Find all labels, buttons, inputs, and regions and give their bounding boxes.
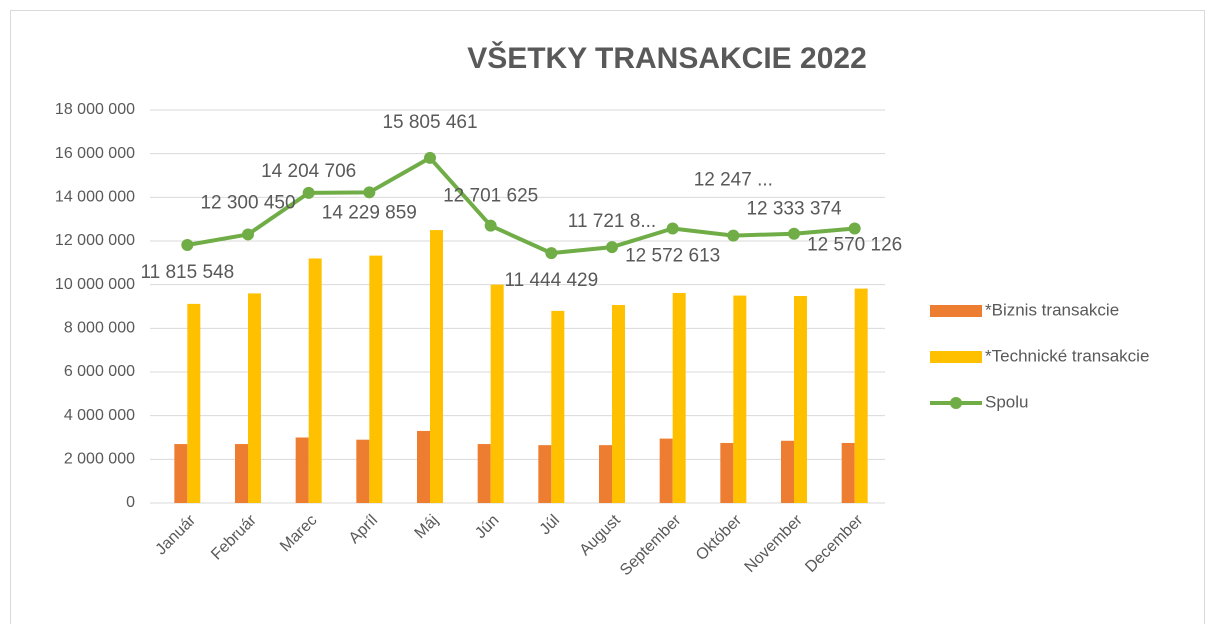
bar (235, 444, 248, 503)
bar (356, 439, 370, 503)
line-point (545, 247, 558, 260)
bar (538, 445, 552, 503)
data-label: 14 229 859 (322, 202, 417, 223)
y-tick-label: 12 000 000 (55, 232, 135, 249)
data-label: 12 572 613 (625, 246, 720, 267)
data-label: 11 444 429 (504, 270, 598, 291)
legend-swatch (950, 397, 962, 409)
line-point (848, 222, 861, 235)
y-tick-label: 6 000 000 (64, 363, 135, 380)
bar (369, 255, 383, 503)
line-point (484, 219, 497, 232)
line-point (666, 222, 679, 235)
bar (612, 304, 625, 503)
bar (187, 303, 201, 503)
y-tick-label: 10 000 000 (55, 276, 135, 293)
bar (308, 258, 322, 503)
data-label: 12 701 625 (443, 186, 538, 207)
data-label: 12 247 ... (694, 170, 773, 191)
legend-swatch (930, 351, 982, 363)
data-label: 15 805 461 (382, 112, 477, 133)
line-point (788, 227, 800, 240)
bar (659, 438, 673, 503)
bar (551, 310, 565, 503)
bar (477, 444, 491, 503)
legend-swatch (930, 305, 982, 317)
bar (781, 440, 794, 503)
bar (854, 288, 868, 503)
y-tick-label: 0 (126, 494, 135, 511)
bar (490, 284, 504, 503)
bar (417, 430, 430, 503)
y-tick-label: 14 000 000 (55, 189, 135, 206)
chart-frame (10, 10, 1205, 624)
line-point (424, 151, 436, 164)
chart-title: VŠETKY TRANSAKCIE 2022 (467, 41, 867, 75)
bar (174, 444, 188, 503)
line-point (181, 239, 194, 252)
y-tick-label: 18 000 000 (55, 101, 135, 118)
y-tick-label: 16 000 000 (55, 145, 135, 162)
bar (248, 293, 261, 503)
legend-label: *Technické transakcie (985, 346, 1149, 365)
bar (295, 437, 309, 503)
data-label: 12 333 374 (746, 199, 842, 220)
bar (599, 445, 612, 503)
line-point (363, 186, 376, 199)
data-label: 14 204 706 (261, 161, 356, 182)
legend-label: Spolu (985, 392, 1028, 411)
data-label: 12 570 126 (807, 235, 902, 256)
y-tick-label: 4 000 000 (64, 407, 135, 424)
bar (794, 296, 807, 503)
line-point (727, 229, 740, 242)
bar (733, 295, 747, 503)
data-label: 11 721 8... (568, 211, 656, 232)
bar (841, 442, 855, 503)
line-point (242, 228, 254, 241)
bar (720, 442, 734, 503)
legend-label: *Biznis transakcie (985, 300, 1119, 319)
y-tick-label: 8 000 000 (64, 320, 135, 337)
line-point (302, 186, 315, 199)
bar (430, 230, 443, 504)
bar (672, 292, 686, 503)
line (186, 155, 855, 256)
data-label: 11 815 548 (140, 262, 234, 283)
data-label: 12 300 450 (200, 192, 295, 213)
y-tick-label: 2 000 000 (64, 451, 135, 468)
line-point (606, 241, 618, 254)
